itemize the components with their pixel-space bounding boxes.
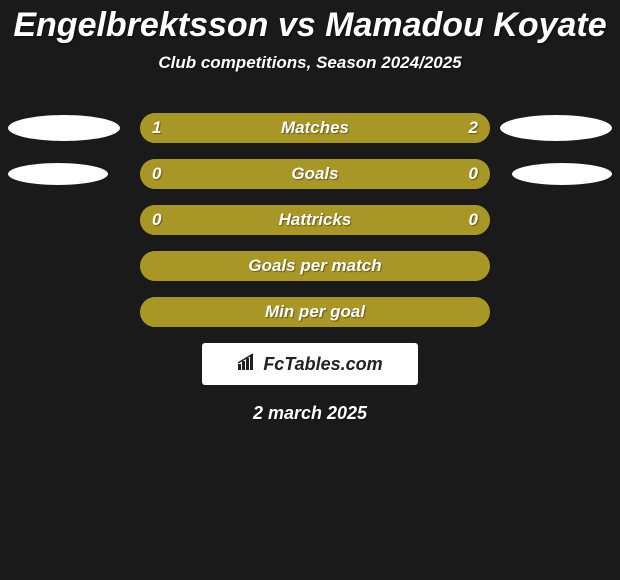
footer-date: 2 march 2025 xyxy=(0,403,620,424)
stat-label: Matches xyxy=(281,118,349,138)
bar-chart-icon xyxy=(237,352,259,377)
bar-segment-right xyxy=(315,159,490,189)
stat-label: Hattricks xyxy=(279,210,352,230)
stat-label: Goals per match xyxy=(248,256,381,276)
player-ellipse-right xyxy=(512,163,612,185)
logo-box[interactable]: FcTables.com xyxy=(202,343,418,385)
stat-bar: Matches 1 2 xyxy=(140,113,490,143)
stat-row: Goals 0 0 xyxy=(5,159,615,189)
page-title: Engelbrektsson vs Mamadou Koyate xyxy=(0,0,620,45)
stat-value-left: 0 xyxy=(152,210,161,230)
stat-bar: Hattricks 0 0 xyxy=(140,205,490,235)
logo-text: FcTables.com xyxy=(263,354,382,375)
stat-value-right: 0 xyxy=(469,210,478,230)
stat-row: Goals per match xyxy=(5,251,615,281)
stat-value-right: 2 xyxy=(469,118,478,138)
stat-row: Hattricks 0 0 xyxy=(5,205,615,235)
page-subtitle: Club competitions, Season 2024/2025 xyxy=(0,53,620,73)
stat-row: Min per goal xyxy=(5,297,615,327)
stat-value-left: 1 xyxy=(152,118,161,138)
stats-area: Matches 1 2 Goals 0 0 Hattricks 0 0 Goals per mat… xyxy=(0,113,620,327)
comparison-chart: Engelbrektsson vs Mamadou Koyate Club co… xyxy=(0,0,620,580)
stat-value-left: 0 xyxy=(152,164,161,184)
stat-label: Goals xyxy=(291,164,338,184)
bar-segment-left xyxy=(140,159,315,189)
stat-bar: Min per goal xyxy=(140,297,490,327)
player-ellipse-left xyxy=(8,163,108,185)
stat-bar: Goals per match xyxy=(140,251,490,281)
stat-value-right: 0 xyxy=(469,164,478,184)
player-ellipse-right xyxy=(500,115,612,141)
stat-label: Min per goal xyxy=(265,302,365,322)
stat-row: Matches 1 2 xyxy=(5,113,615,143)
player-ellipse-left xyxy=(8,115,120,141)
stat-bar: Goals 0 0 xyxy=(140,159,490,189)
